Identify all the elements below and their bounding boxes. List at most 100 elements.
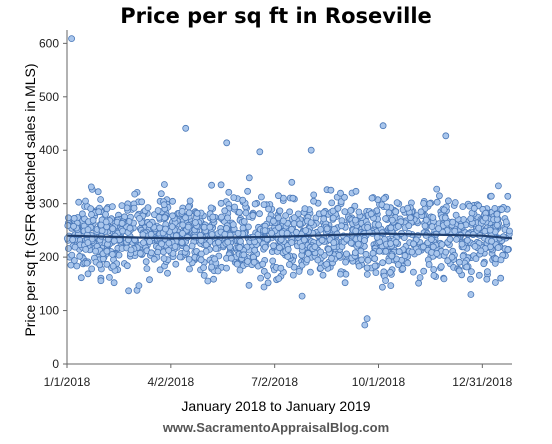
- data-point: [224, 238, 232, 246]
- data-point: [176, 253, 184, 261]
- data-point: [355, 262, 363, 270]
- data-point: [69, 236, 77, 244]
- data-point: [306, 268, 314, 276]
- data-point: [310, 191, 318, 199]
- data-point: [392, 208, 400, 216]
- data-point: [310, 197, 318, 205]
- data-point: [347, 207, 355, 214]
- data-point: [274, 214, 282, 222]
- data-point: [84, 239, 92, 247]
- data-point: [458, 240, 466, 248]
- data-point: [364, 223, 372, 231]
- data-point: [404, 204, 412, 212]
- data-point: [290, 214, 298, 222]
- data-point: [221, 207, 229, 215]
- data-point: [135, 282, 143, 290]
- data-point: [200, 271, 208, 279]
- x-axis-label: January 2018 to January 2019: [181, 398, 371, 414]
- data-point: [410, 240, 417, 248]
- data-point: [393, 199, 401, 207]
- data-point: [109, 225, 117, 233]
- data-point: [70, 214, 78, 222]
- data-point: [429, 214, 437, 221]
- data-point: [259, 260, 267, 268]
- data-point: [276, 207, 284, 215]
- data-point: [171, 243, 179, 250]
- data-point: [82, 245, 90, 253]
- data-point: [157, 190, 165, 198]
- data-point: [382, 247, 390, 255]
- data-point: [169, 197, 177, 205]
- data-point: [161, 214, 169, 222]
- data-point: [142, 258, 150, 266]
- data-point: [284, 245, 292, 253]
- data-point: [125, 287, 133, 295]
- data-point: [494, 182, 502, 190]
- data-point: [68, 35, 75, 42]
- data-point: [409, 268, 417, 276]
- data-point: [387, 282, 395, 290]
- data-point: [394, 261, 402, 269]
- data-point: [146, 238, 154, 245]
- data-point: [363, 264, 371, 272]
- data-point: [430, 266, 438, 273]
- data-point: [475, 224, 483, 232]
- data-point: [245, 174, 253, 182]
- data-point: [342, 270, 350, 278]
- data-point: [420, 199, 428, 207]
- data-point: [352, 187, 360, 195]
- data-points: [63, 35, 513, 329]
- data-point: [193, 209, 201, 217]
- data-point: [236, 266, 244, 274]
- data-point: [361, 237, 368, 244]
- data-point: [71, 243, 79, 251]
- data-point: [208, 231, 216, 238]
- data-point: [323, 260, 331, 268]
- data-point: [89, 216, 97, 224]
- data-point: [497, 274, 505, 282]
- data-point: [334, 204, 342, 212]
- data-point: [319, 271, 327, 279]
- data-point: [406, 214, 414, 222]
- data-point: [131, 190, 139, 198]
- data-point: [467, 268, 475, 276]
- data-point: [486, 226, 494, 234]
- data-point: [146, 276, 153, 284]
- data-point: [135, 214, 143, 222]
- data-point: [242, 209, 250, 217]
- data-point: [87, 205, 95, 213]
- data-point: [68, 251, 76, 259]
- data-point: [279, 217, 287, 225]
- data-point: [130, 204, 138, 212]
- data-point: [288, 225, 296, 233]
- data-point: [463, 263, 471, 271]
- data-point: [504, 192, 512, 200]
- data-point: [395, 248, 403, 256]
- data-point: [498, 206, 506, 213]
- data-point: [231, 203, 239, 211]
- data-point: [138, 198, 146, 206]
- data-point: [289, 194, 297, 202]
- data-point: [502, 218, 510, 226]
- data-point: [202, 241, 210, 249]
- data-point: [118, 202, 126, 210]
- data-point: [92, 247, 99, 255]
- data-point: [234, 229, 242, 237]
- data-point: [301, 205, 309, 213]
- data-point: [237, 237, 244, 245]
- data-point: [186, 265, 193, 273]
- data-point: [236, 244, 244, 251]
- data-point: [84, 270, 92, 278]
- data-point: [214, 267, 222, 275]
- data-point: [433, 250, 441, 257]
- data-point: [71, 257, 78, 264]
- data-point: [95, 208, 103, 216]
- data-point: [394, 222, 402, 230]
- data-point: [118, 219, 126, 227]
- y-tick-label: 300: [39, 197, 59, 211]
- data-point: [415, 248, 422, 256]
- data-point: [347, 239, 355, 247]
- data-point: [363, 315, 371, 323]
- data-point: [182, 244, 190, 252]
- data-point: [156, 266, 164, 274]
